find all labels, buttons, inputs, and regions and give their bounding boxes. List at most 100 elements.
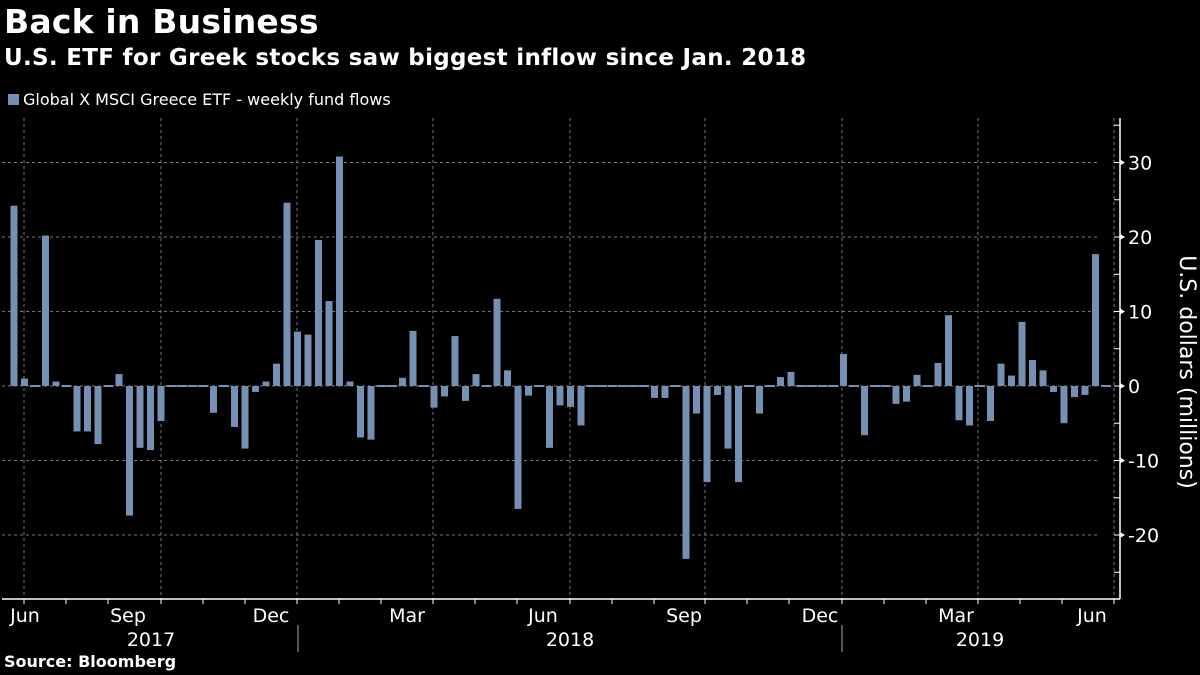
bar <box>481 385 492 387</box>
y-tick-arrow <box>1120 308 1125 315</box>
y-tick-label: 10 <box>1128 302 1152 324</box>
y-tick-arrow <box>1120 532 1125 538</box>
bar <box>534 385 544 387</box>
bar <box>399 377 406 386</box>
source-note: Source: Bloomberg <box>4 652 177 671</box>
bar <box>84 386 91 432</box>
bar <box>913 374 921 386</box>
y-tick-label: 0 <box>1128 376 1140 398</box>
bar <box>409 330 417 386</box>
bar <box>493 298 501 386</box>
bar <box>756 386 763 414</box>
x-month-label: Dec <box>802 605 839 627</box>
bar <box>387 385 397 387</box>
bar <box>661 386 669 398</box>
bar <box>273 363 280 386</box>
bar <box>451 336 459 386</box>
bar <box>210 386 217 413</box>
bar <box>787 371 795 386</box>
bar <box>430 386 438 408</box>
bar <box>849 385 859 387</box>
y-tick-label: 30 <box>1128 153 1152 175</box>
bar <box>219 385 229 387</box>
x-month-label: Sep <box>110 605 146 627</box>
legend-label: Global X MSCI Greece ETF - weekly fund f… <box>23 90 391 109</box>
bar <box>10 205 18 386</box>
bar <box>840 353 847 386</box>
bar <box>817 385 828 387</box>
bar <box>52 381 60 386</box>
bar <box>880 385 891 387</box>
bar <box>714 386 721 395</box>
y-tick-arrow <box>1120 383 1125 389</box>
bar <box>325 301 333 386</box>
bar <box>198 385 208 387</box>
bar <box>807 385 817 387</box>
x-month-label: Mar <box>389 605 425 627</box>
bar <box>367 386 375 440</box>
bar <box>1008 375 1015 386</box>
bar <box>628 385 639 387</box>
bar <box>177 385 187 387</box>
bar <box>504 370 511 386</box>
bar <box>157 386 165 422</box>
bar <box>525 386 532 396</box>
bar <box>922 385 933 387</box>
bar <box>21 378 28 386</box>
bar <box>724 386 732 449</box>
y-axis-label: U.S. dollars (millions) <box>1174 255 1199 489</box>
bar <box>744 385 754 387</box>
bar <box>252 386 259 392</box>
bar <box>187 385 198 387</box>
bar <box>861 386 868 436</box>
bar <box>42 235 49 386</box>
bar <box>765 385 775 387</box>
y-tick-arrow <box>1120 159 1125 166</box>
bar <box>357 386 364 438</box>
bar <box>418 385 429 387</box>
bar <box>597 385 607 387</box>
bar <box>975 385 985 387</box>
legend: Global X MSCI Greece ETF - weekly fund f… <box>8 90 391 109</box>
bar <box>1018 321 1026 386</box>
bar <box>639 385 649 387</box>
bar <box>577 386 585 426</box>
bar <box>94 386 102 445</box>
bar <box>1071 386 1078 398</box>
bar <box>682 386 690 559</box>
bar <box>147 386 154 451</box>
bar <box>1050 386 1057 392</box>
bar <box>514 386 522 509</box>
bar <box>294 331 301 386</box>
bar <box>126 386 133 516</box>
bar <box>115 374 123 386</box>
x-year-label: 2019 <box>956 629 1004 651</box>
bar <box>966 386 973 426</box>
bar <box>945 315 952 386</box>
bar <box>166 385 177 387</box>
bar <box>903 386 910 402</box>
bar <box>1092 254 1099 386</box>
bar <box>376 385 387 387</box>
chart-title: Back in Business <box>4 2 319 41</box>
axes: 30 20 10 0 -10 -20 Jun Sep Dec Mar Jun Sep Dec Mar Jun… <box>2 118 1159 652</box>
x-month-label: Sep <box>666 605 702 627</box>
y-tick-label: -10 <box>1128 451 1159 473</box>
bar <box>777 377 784 386</box>
bar <box>283 202 291 386</box>
bar <box>670 385 681 387</box>
bar <box>1081 386 1089 395</box>
bar <box>735 386 742 483</box>
bar <box>618 385 628 387</box>
bar <box>997 363 1005 386</box>
x-month-label: Jun <box>527 605 558 627</box>
legend-swatch <box>8 94 19 105</box>
bar <box>1101 385 1111 387</box>
bar <box>607 385 618 387</box>
bar <box>441 386 448 397</box>
bar <box>30 385 40 387</box>
x-month-label: Jun <box>9 605 40 627</box>
bar <box>462 386 469 401</box>
y-tick-arrow <box>1120 457 1125 464</box>
